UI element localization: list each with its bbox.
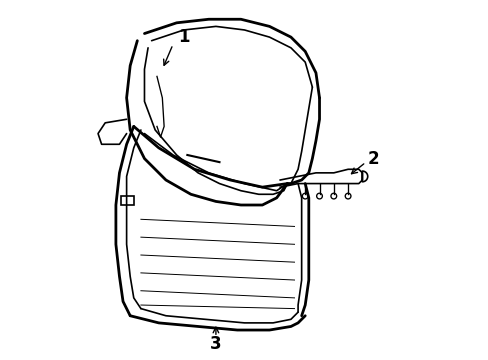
- Text: 3: 3: [210, 335, 221, 353]
- Text: 1: 1: [178, 28, 189, 46]
- Text: 2: 2: [366, 149, 378, 167]
